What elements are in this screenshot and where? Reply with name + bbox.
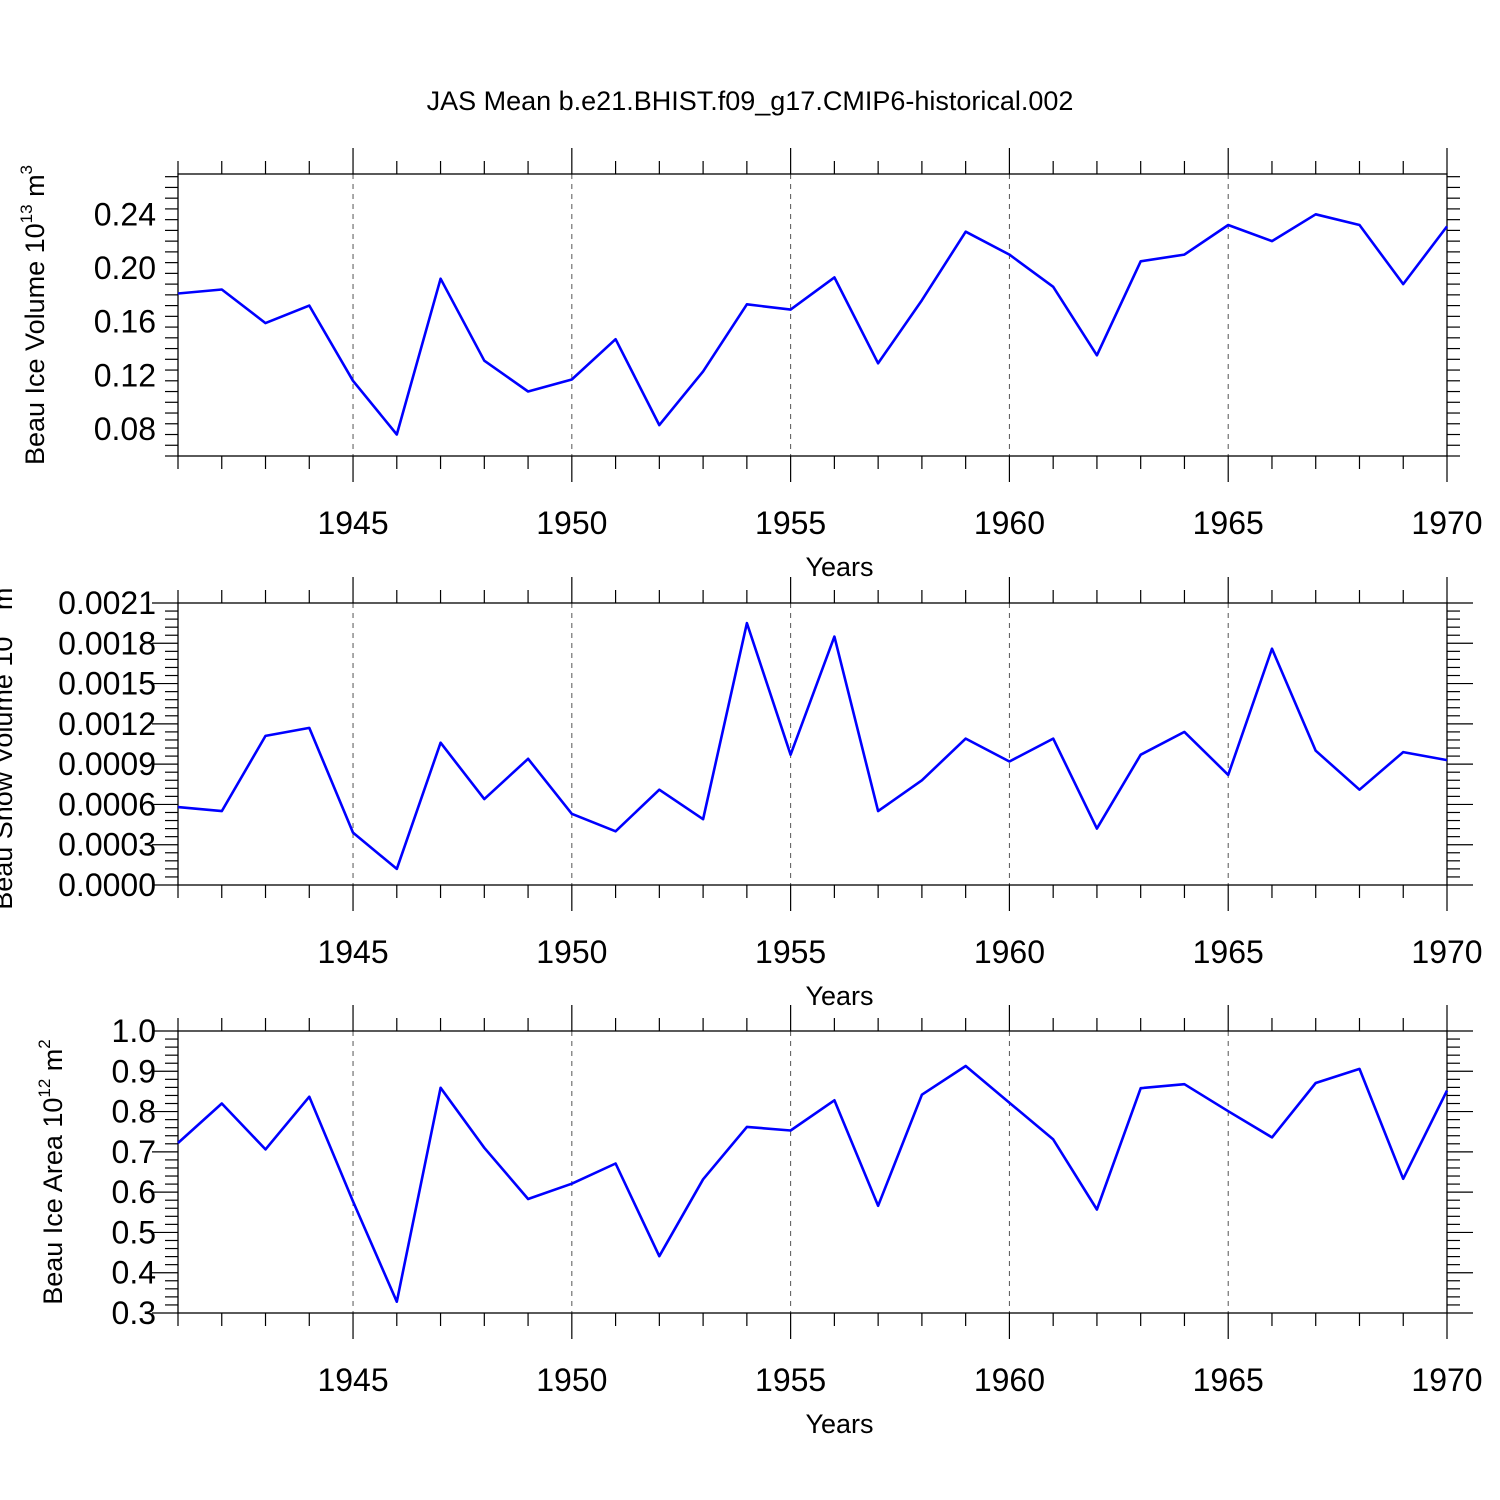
y-tick-label: 0.08 <box>94 411 156 447</box>
x-tick-label: 1955 <box>755 1362 826 1398</box>
y-axis-label-part: Beau Ice Volume 10 <box>20 223 50 465</box>
y-tick-label: 0.0000 <box>58 867 156 903</box>
y-axis-label-part: m <box>0 588 18 618</box>
y-tick-label: 0.0021 <box>58 585 156 621</box>
x-tick-label: 1965 <box>1193 934 1264 970</box>
y-tick-label: 0.12 <box>94 357 156 393</box>
y-tick-label: 0.3 <box>112 1295 156 1331</box>
y-tick-label: 0.7 <box>112 1134 156 1170</box>
x-tick-label: 1970 <box>1411 1362 1482 1398</box>
y-axis-label-part: Beau Ice Area 10 <box>38 1098 68 1305</box>
y-axis-label-part: m <box>38 1049 68 1079</box>
x-tick-label: 1965 <box>1193 1362 1264 1398</box>
y-tick-label: 0.24 <box>94 196 156 232</box>
x-tick-label: 1970 <box>1411 934 1482 970</box>
x-tick-label: 1955 <box>755 934 826 970</box>
y-tick-label: 0.20 <box>94 250 156 286</box>
x-tick-label: 1945 <box>317 934 388 970</box>
y-axis-label-part: 13 <box>17 204 36 223</box>
series-line <box>177 621 1448 871</box>
x-tick-label: 1950 <box>536 934 607 970</box>
y-tick-label: 1.0 <box>112 1013 156 1049</box>
series-line <box>177 1064 1449 1303</box>
y-tick-label: 0.16 <box>94 304 156 340</box>
series-line <box>177 213 1449 436</box>
y-axis-label-part: 3 <box>0 578 4 587</box>
chart-panel-2: 0.0000 0.0003 0.0006 0.0009 0.0012 0.0015 0.00… <box>0 577 1483 1011</box>
y-tick-label: 0.0018 <box>58 625 156 661</box>
y-axis-label-part: 3 <box>17 165 36 174</box>
y-axis-label: Beau Ice Volume 1013 m3 <box>17 165 50 465</box>
chart-panel-3: 0.3 0.4 0.5 0.6 0.7 0.8 0.9 1.0 1945 1950 1955 1960… <box>35 1005 1483 1439</box>
plot-frame <box>177 1030 1448 1314</box>
y-tick-label: 0.0015 <box>58 666 156 702</box>
y-axis-label-part: 12 <box>35 1079 54 1098</box>
x-axis-label: Years <box>805 1409 873 1439</box>
y-axis-label-part: 13 <box>0 618 4 637</box>
y-axis-label-part: m <box>20 174 50 204</box>
x-axis-label: Years <box>805 981 873 1011</box>
y-tick-label: 0.0003 <box>58 827 156 863</box>
y-axis-label-part: Beau Snow Volume 10 <box>0 637 18 910</box>
plot-frame <box>177 602 1448 886</box>
y-tick-label: 0.4 <box>112 1255 156 1291</box>
y-tick-label: 0.6 <box>112 1174 156 1210</box>
y-axis-label: Beau Snow Volume 1013 m3 <box>0 578 18 910</box>
y-tick-label: 0.0009 <box>58 746 156 782</box>
y-axis-label-part: 2 <box>35 1039 54 1048</box>
x-tick-label: 1950 <box>536 1362 607 1398</box>
x-tick-label: 1960 <box>974 1362 1045 1398</box>
x-axis-label: Years <box>805 552 873 582</box>
x-tick-label: 1970 <box>1411 505 1482 541</box>
plot-frame <box>177 173 1448 457</box>
x-tick-label: 1950 <box>536 505 607 541</box>
figure-title: JAS Mean b.e21.BHIST.f09_g17.CMIP6-histo… <box>427 86 1074 116</box>
y-tick-label: 0.9 <box>112 1053 156 1089</box>
y-axis-label: Beau Ice Area 1012 m2 <box>35 1039 68 1305</box>
y-tick-label: 0.5 <box>112 1214 156 1250</box>
y-tick-label: 0.8 <box>112 1094 156 1130</box>
x-tick-label: 1965 <box>1193 505 1264 541</box>
y-tick-label: 0.0006 <box>58 786 156 822</box>
x-tick-label: 1960 <box>974 934 1045 970</box>
x-tick-label: 1960 <box>974 505 1045 541</box>
x-tick-label: 1955 <box>755 505 826 541</box>
x-tick-label: 1945 <box>317 505 388 541</box>
y-tick-label: 0.0012 <box>58 706 156 742</box>
chart-panel-1: 0.08 0.12 0.16 0.20 0.24 1945 1950 1955 1960 1965… <box>17 148 1483 582</box>
x-tick-label: 1945 <box>317 1362 388 1398</box>
